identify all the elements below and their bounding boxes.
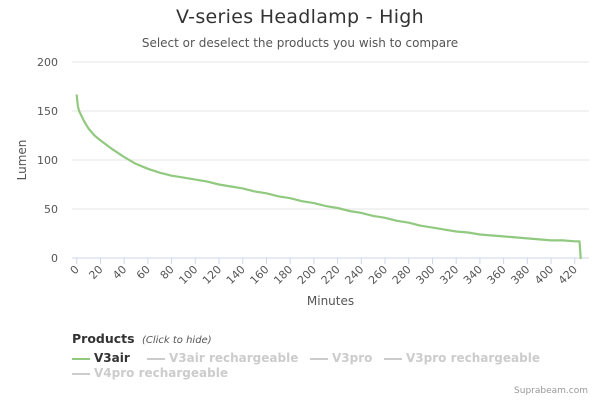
chart-subtitle: Select or deselect the products you wish… — [141, 36, 459, 50]
legend-title-text: Products — [72, 331, 135, 346]
x-tick-label: 180 — [271, 263, 295, 287]
x-tick-label: 260 — [366, 263, 390, 287]
legend-item-v4pro-rechargeable[interactable]: V4pro rechargeable — [72, 366, 228, 380]
legend-item-v3air[interactable]: V3air — [72, 351, 130, 365]
x-axis-title: Minutes — [307, 294, 354, 308]
x-tick-label: 80 — [158, 263, 177, 282]
y-axis-title: Lumen — [15, 140, 29, 181]
x-tick-label: 40 — [110, 263, 129, 282]
legend-item-label: V4pro rechargeable — [94, 366, 228, 380]
legend-swatch — [72, 357, 90, 360]
legend-title: Products (Click to hide) — [72, 331, 212, 346]
series-line-0 — [75, 94, 582, 260]
x-tick-label: 420 — [556, 263, 580, 287]
x-tick-label: 60 — [134, 263, 153, 282]
y-tick-label: 200 — [37, 56, 58, 69]
y-tick-label: 150 — [37, 105, 58, 118]
y-tick-label: 100 — [37, 154, 58, 167]
legend-item-label: V3pro — [332, 351, 373, 365]
credits-link[interactable]: Suprabeam.com — [514, 386, 588, 396]
x-tick-label: 20 — [86, 263, 105, 282]
x-tick-label: 340 — [461, 263, 485, 287]
legend-item-label: V3air rechargeable — [169, 351, 299, 365]
x-tick-label: 380 — [508, 263, 532, 287]
x-tick-label: 100 — [176, 263, 200, 287]
x-tick-label: 320 — [437, 263, 461, 287]
legend-item-v3pro-rechargeable[interactable]: V3pro rechargeable — [384, 351, 540, 365]
x-tick-label: 120 — [200, 263, 224, 287]
x-tick-label: 220 — [319, 263, 343, 287]
x-tick-label: 360 — [485, 263, 509, 287]
legend-hint: (Click to hide) — [141, 335, 212, 346]
legend-swatch — [384, 357, 402, 360]
legend-item-label: V3air — [94, 351, 130, 365]
x-tick-label: 400 — [532, 263, 556, 287]
legend-swatch — [147, 357, 165, 360]
y-tick-label: 0 — [51, 252, 58, 265]
x-tick-label: 280 — [390, 263, 414, 287]
legend-swatch — [310, 357, 328, 360]
x-tick-label: 200 — [295, 263, 319, 287]
legend-swatch — [72, 372, 90, 375]
x-tick-label: 300 — [414, 263, 438, 287]
x-tick-label: 140 — [224, 263, 248, 287]
x-tick-label: 240 — [342, 263, 366, 287]
legend-item-v3pro[interactable]: V3pro — [310, 351, 372, 365]
x-tick-label: 0 — [68, 263, 82, 277]
x-tick-label: 160 — [248, 263, 272, 287]
legend-item-v3air-rechargeable[interactable]: V3air rechargeable — [147, 351, 298, 365]
legend-item-label: V3pro rechargeable — [406, 351, 540, 365]
chart-title: V-series Headlamp - High — [175, 6, 425, 28]
y-tick-label: 50 — [44, 203, 58, 216]
